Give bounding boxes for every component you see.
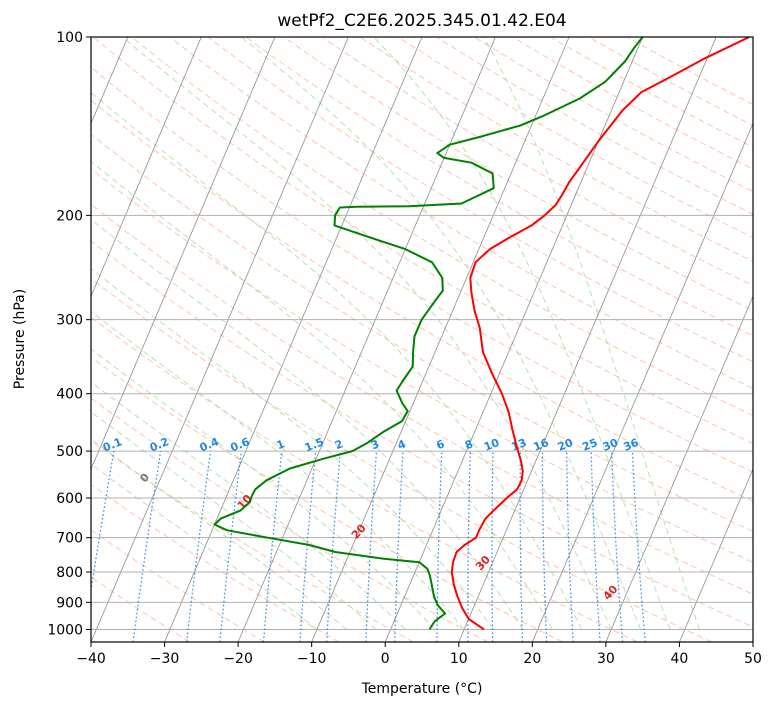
dry-adiabat-line bbox=[91, 529, 265, 642]
temperature-profile-line bbox=[450, 37, 750, 631]
dry-adiabat-line bbox=[321, 37, 753, 287]
x-tick-label: 20 bbox=[523, 651, 541, 667]
dry-adiabat-line bbox=[91, 316, 638, 642]
y-tick-label: 1000 bbox=[47, 622, 83, 638]
isotherm-line bbox=[237, 37, 496, 642]
y-tick-label: 200 bbox=[56, 208, 83, 224]
isotherm-line bbox=[91, 37, 276, 471]
isotherm-line bbox=[91, 37, 349, 642]
mixing-ratio-line bbox=[299, 451, 317, 642]
mixing-ratio-line bbox=[132, 451, 162, 642]
y-tick-label: 400 bbox=[56, 387, 83, 403]
y-tick-label: 600 bbox=[56, 491, 83, 507]
moist-adiabat-line bbox=[483, 37, 700, 630]
isotherm-line bbox=[605, 295, 753, 642]
isotherm-line bbox=[164, 37, 423, 642]
mixing-ratio-label: 1 bbox=[275, 437, 287, 452]
chart-title: wetPf2_C2E6.2025.345.01.42.E04 bbox=[277, 11, 566, 31]
x-tick-label: 30 bbox=[597, 651, 615, 667]
dry-adiabat-line bbox=[91, 356, 563, 642]
isotherm-line bbox=[311, 37, 570, 642]
mixing-ratio-line bbox=[262, 451, 283, 642]
dry-adiabat-line bbox=[91, 133, 753, 533]
mixing-ratio-line bbox=[91, 450, 115, 594]
x-tick-label: −10 bbox=[297, 651, 327, 667]
mixing-ratio-label: 8 bbox=[463, 437, 475, 452]
x-tick-label: −20 bbox=[223, 651, 253, 667]
dry-adiabat-line bbox=[91, 203, 753, 595]
mixing-ratio-label: 36 bbox=[622, 436, 641, 454]
moist-adiabat-line bbox=[91, 463, 318, 630]
y-tick-label: 700 bbox=[56, 531, 83, 547]
y-tick-label: 300 bbox=[56, 313, 83, 329]
moist-adiabat-line bbox=[373, 37, 671, 630]
mixing-ratio-label: 30 bbox=[601, 436, 620, 454]
x-tick-label: 40 bbox=[671, 651, 689, 667]
dry-adiabat-line bbox=[91, 278, 713, 642]
dry-adiabat-line bbox=[169, 37, 753, 389]
moist-adiabat-line bbox=[122, 37, 612, 630]
dewpoint-profile-line bbox=[213, 37, 644, 630]
x-tick-label: 0 bbox=[381, 651, 390, 667]
dry-adiabat-line bbox=[91, 99, 753, 502]
dry-adiabat-line bbox=[283, 37, 753, 312]
mixing-ratio-label: 10 bbox=[482, 436, 501, 454]
x-tick-label: −40 bbox=[76, 651, 106, 667]
x-axis-ticks: −40 −30 −20 −10 0 10 20 30 40 50 bbox=[76, 642, 762, 667]
moist-adiabat-line bbox=[91, 310, 465, 630]
moist-adiabat-line bbox=[240, 37, 642, 630]
y-axis-ticks: 100 200 300 400 500 600 700 800 900 1000 bbox=[47, 30, 91, 638]
isotherm-line bbox=[531, 122, 753, 642]
mixing-ratio-line bbox=[186, 451, 212, 642]
dry-adiabat-line bbox=[91, 240, 753, 628]
x-axis-label: Temperature (°C) bbox=[361, 681, 483, 697]
moist-adiabat-line bbox=[91, 160, 553, 630]
mixing-ratio-label: 20 bbox=[556, 436, 575, 454]
x-tick-label: 50 bbox=[744, 651, 762, 667]
isotherm-line bbox=[91, 37, 202, 298]
mixing-ratio-label: 25 bbox=[580, 436, 599, 454]
moist-adiabat-line bbox=[91, 381, 406, 630]
moist-adiabat-line bbox=[91, 218, 524, 630]
y-tick-label: 800 bbox=[56, 565, 83, 581]
moist-adiabat-line bbox=[91, 411, 377, 630]
mixing-ratio-label: 16 bbox=[532, 436, 551, 454]
y-tick-label: 500 bbox=[56, 444, 83, 460]
y-tick-label: 100 bbox=[56, 30, 83, 46]
isotherm-line bbox=[458, 37, 717, 642]
mixing-ratio-line bbox=[219, 451, 242, 642]
profile-series bbox=[213, 37, 750, 631]
y-tick-label: 900 bbox=[56, 595, 83, 611]
moist-adiabat-line bbox=[91, 348, 436, 630]
dry-adiabat-line bbox=[131, 37, 753, 417]
mixing-ratio-label: 2 bbox=[333, 437, 345, 452]
x-tick-label: 10 bbox=[450, 651, 468, 667]
y-axis-label: Pressure (hPa) bbox=[12, 289, 28, 389]
plot-frame bbox=[90, 36, 754, 643]
x-tick-label: −30 bbox=[150, 651, 180, 667]
isotherm-line bbox=[679, 468, 753, 642]
moist-adiabat-line bbox=[91, 268, 494, 630]
dry-adiabat-line bbox=[91, 483, 340, 642]
mixing-ratio-label: 3 bbox=[369, 437, 381, 452]
